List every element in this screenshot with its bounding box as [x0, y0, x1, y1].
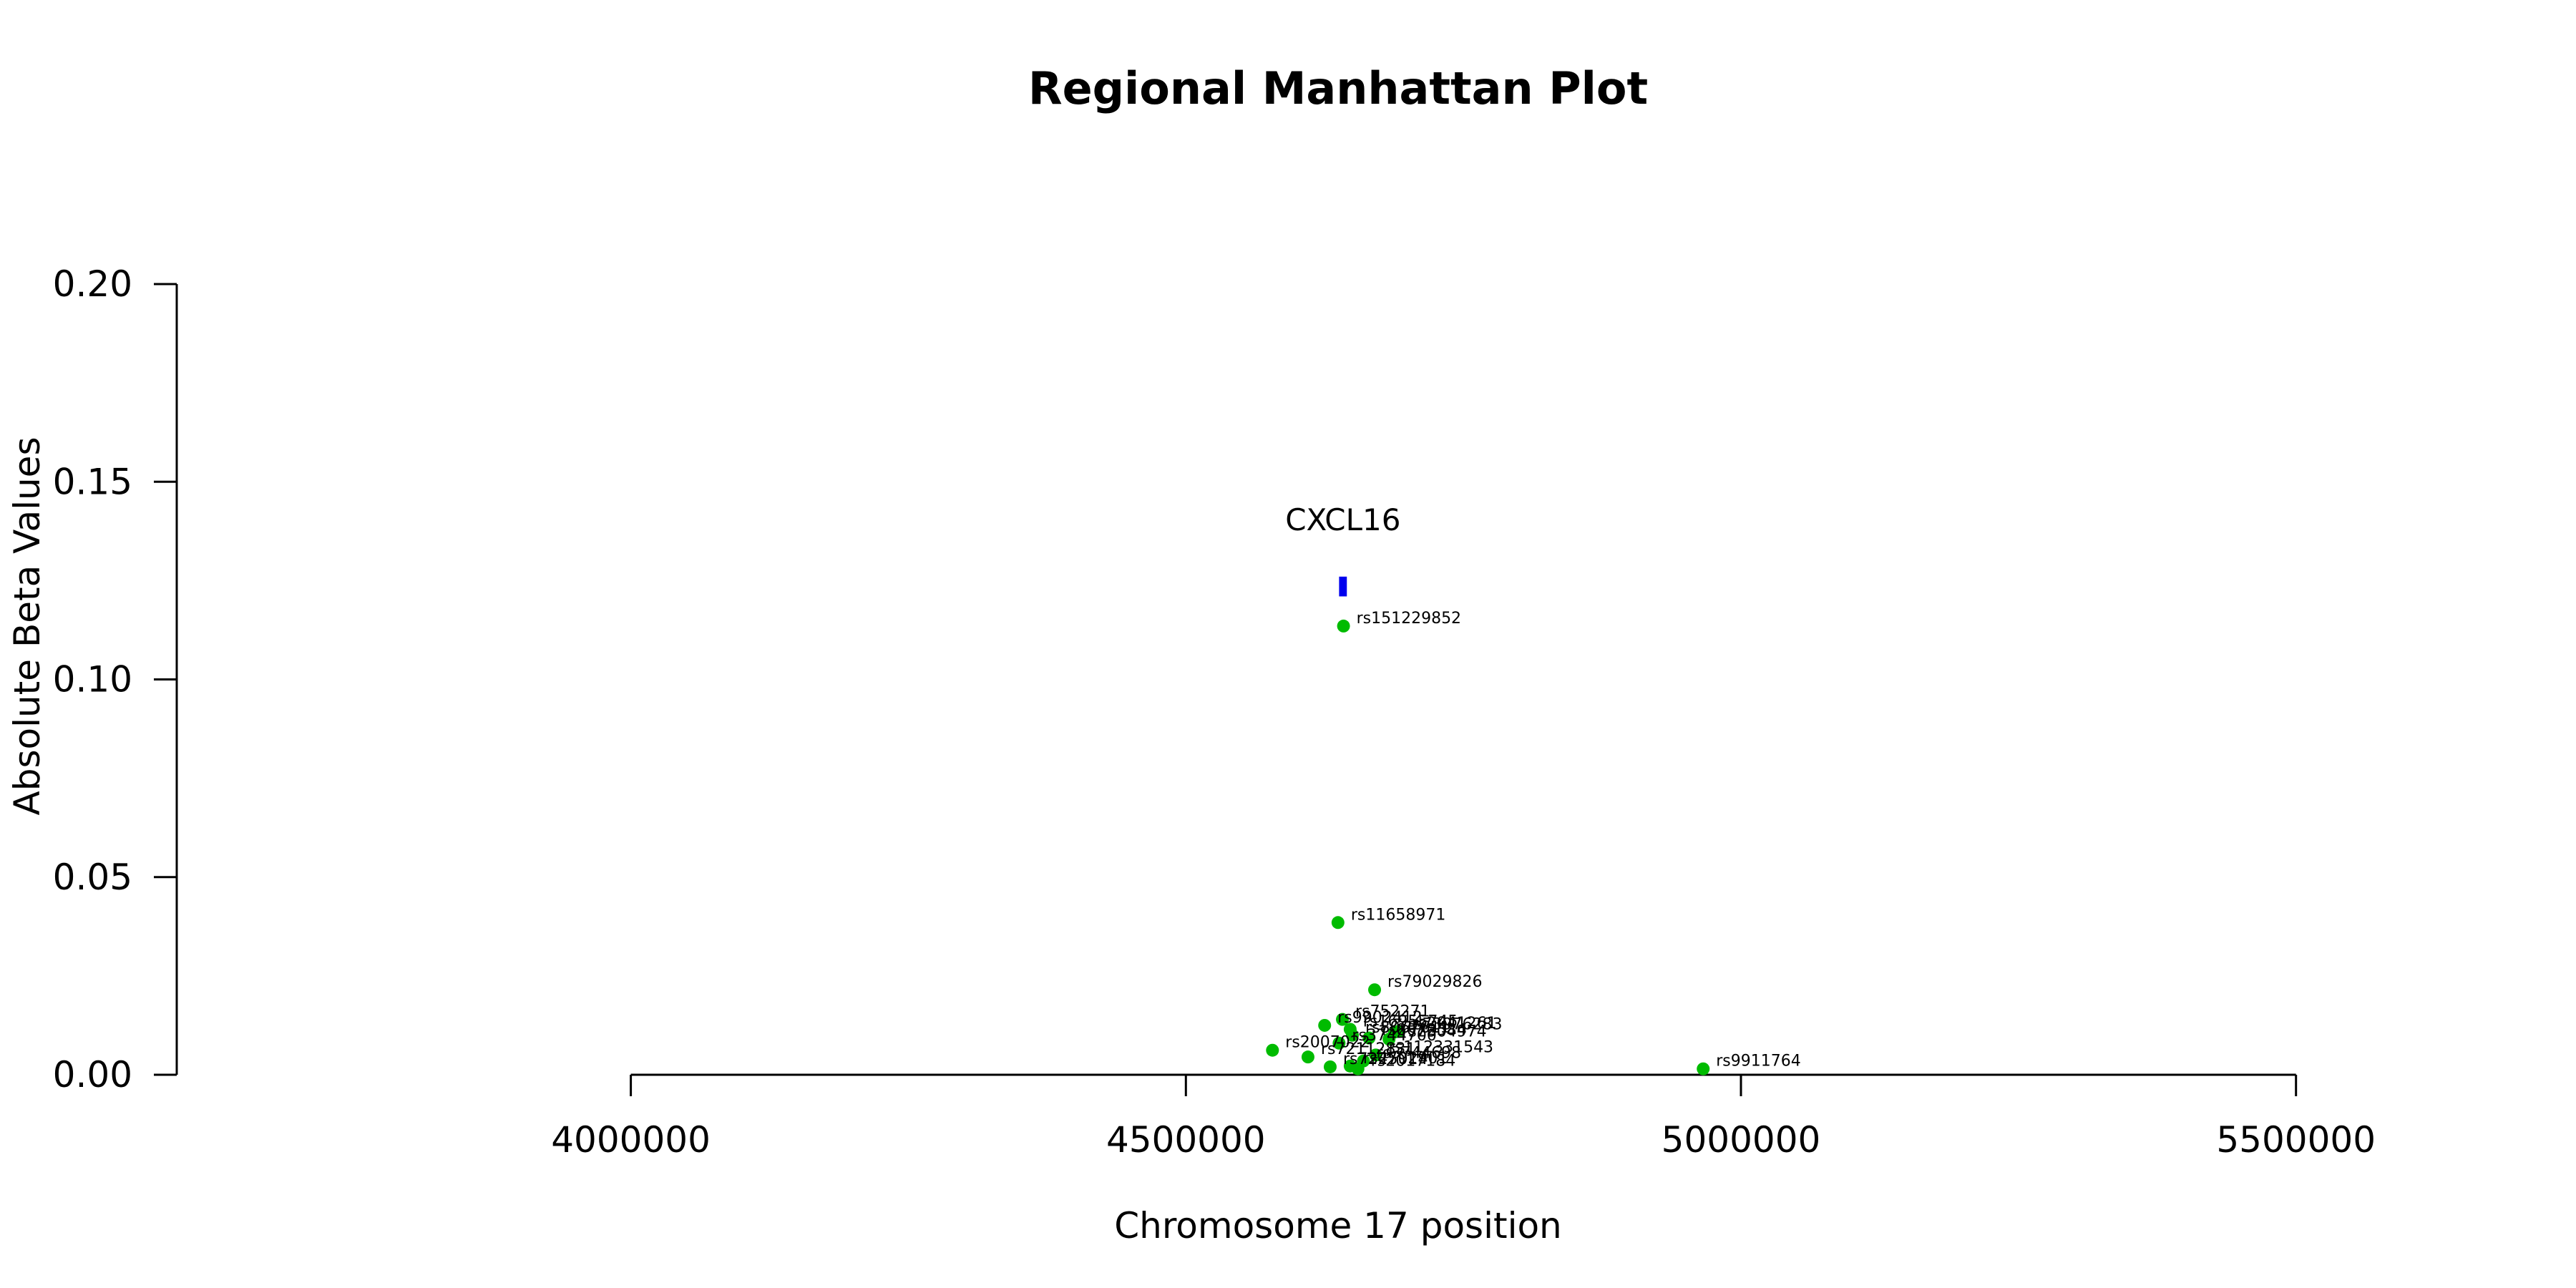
- y-axis: 0.00 0.05 0.10 0.15 0.20: [53, 263, 178, 1096]
- snp-label: rs8072584: [1382, 1022, 1467, 1040]
- x-axis-label: Chromosome 17 position: [1114, 1205, 1562, 1246]
- x-tick-label: 4000000: [551, 1119, 711, 1161]
- snp-point: [1332, 1036, 1346, 1050]
- snp-point: [1369, 1048, 1382, 1062]
- snp-label: rs11658971: [1351, 906, 1445, 924]
- snp-point: [1697, 1062, 1710, 1075]
- snp-label: rs7225014: [1343, 1050, 1428, 1068]
- snp-point: [1368, 983, 1382, 997]
- y-tick-label: 0.00: [53, 1054, 132, 1096]
- snp-label: rs752271: [1355, 1003, 1430, 1021]
- snp-label: rs9902412: [1337, 1009, 1423, 1027]
- snp-label: rs112331543: [1389, 1038, 1493, 1056]
- snp-point: [1318, 1018, 1332, 1032]
- snp-label: rs3744700: [1352, 1027, 1437, 1045]
- snp-labels-layer: rs151229852rs11658971rs79029826rs752271r…: [1285, 610, 1800, 1070]
- y-tick-label: 0.15: [53, 461, 132, 502]
- snp-point: [1362, 1031, 1376, 1045]
- snp-label: rs2304974: [1402, 1023, 1487, 1040]
- snp-label: rs2007022: [1285, 1034, 1370, 1052]
- snp-label: rs8067611: [1365, 1019, 1450, 1037]
- snp-label: rs73976283: [1407, 1015, 1502, 1033]
- gene-label: CXCL16: [1285, 502, 1400, 537]
- snp-label: rs72112831: [1321, 1040, 1415, 1058]
- snp-label: rs2017184: [1371, 1053, 1456, 1070]
- snp-point: [1331, 916, 1345, 930]
- snp-point: [1336, 1013, 1350, 1026]
- snp-point: [1301, 1050, 1314, 1064]
- snp-point: [1266, 1043, 1279, 1057]
- snp-label: rs151229852: [1357, 610, 1461, 628]
- gene-bar-cxcl16: [1339, 576, 1347, 597]
- y-tick-label: 0.20: [53, 263, 132, 305]
- x-tick-label: 5000000: [1662, 1119, 1821, 1161]
- snp-point: [1337, 619, 1350, 633]
- gene-layer: CXCL16: [1285, 502, 1400, 597]
- snp-point: [1346, 1028, 1359, 1042]
- y-axis-label: Absolute Beta Values: [6, 437, 48, 816]
- snp-label: rs4792901: [1363, 1050, 1448, 1068]
- y-tick-label: 0.10: [53, 659, 132, 701]
- snp-point: [1351, 1062, 1365, 1075]
- chart-title: Regional Manhattan Plot: [1028, 62, 1648, 114]
- snp-label: rs79029826: [1387, 973, 1482, 991]
- points-layer: [1266, 619, 1710, 1075]
- x-axis: 4000000 4500000 5000000 5500000: [551, 1073, 2376, 1161]
- snp-label: rs16955745: [1363, 1013, 1458, 1030]
- snp-label: rs2041261: [1412, 1015, 1497, 1033]
- snp-point: [1323, 1060, 1337, 1073]
- x-tick-label: 4500000: [1106, 1119, 1266, 1161]
- snp-label: rs9911764: [1716, 1053, 1801, 1070]
- snp-point: [1382, 1033, 1396, 1046]
- snp-label: rs3744698: [1377, 1045, 1462, 1063]
- y-tick-label: 0.05: [53, 857, 132, 898]
- x-tick-label: 5500000: [2216, 1119, 2376, 1161]
